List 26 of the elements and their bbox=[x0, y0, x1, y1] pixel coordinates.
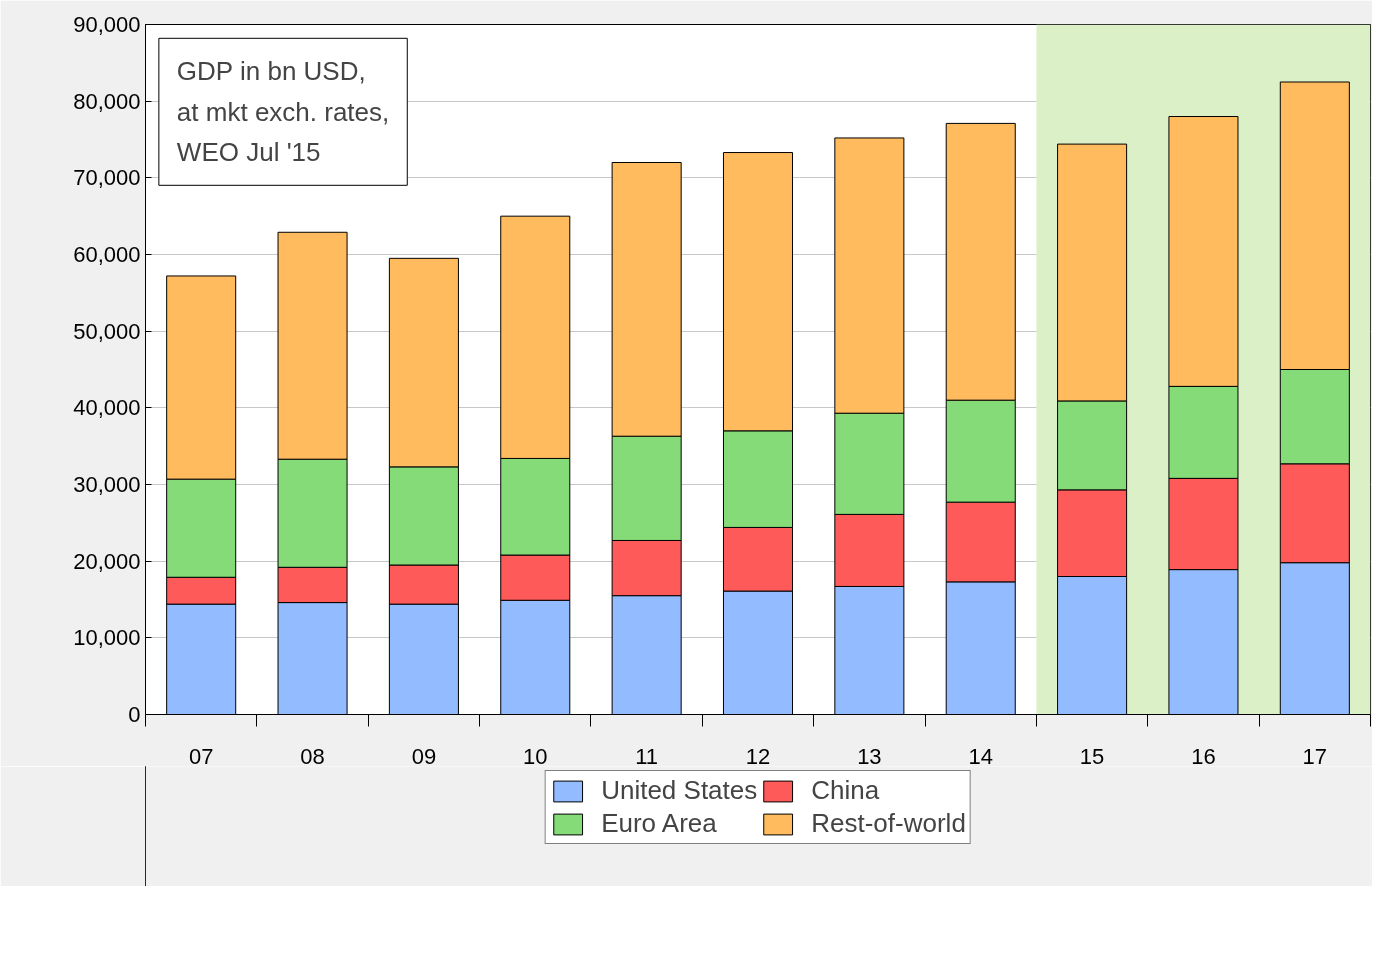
x-tick-label: 11 bbox=[635, 743, 659, 769]
legend-label: China bbox=[811, 775, 880, 806]
legend-label: Euro Area bbox=[601, 808, 717, 839]
x-tick-label: 10 bbox=[523, 743, 548, 769]
x-tick-label: 17 bbox=[1302, 743, 1328, 769]
x-tick-label: 08 bbox=[300, 743, 325, 769]
legend-label: United States bbox=[601, 775, 758, 806]
y-tick-label: 20,000 bbox=[73, 548, 141, 574]
legend-label: Rest-of-world bbox=[811, 808, 966, 839]
y-tick-label: 40,000 bbox=[73, 395, 141, 421]
x-tick-label: 16 bbox=[1191, 743, 1216, 769]
x-tick-label: 07 bbox=[188, 743, 214, 769]
x-tick-label: 12 bbox=[745, 743, 771, 769]
y-tick-label: 10,000 bbox=[73, 625, 141, 651]
x-tick-label: 15 bbox=[1079, 743, 1105, 769]
y-tick-label: 90,000 bbox=[73, 12, 141, 37]
y-tick-label: 30,000 bbox=[73, 472, 141, 497]
annotation: GDP in bn USD, at mkt exch. rates, WEO Jul '15 bbox=[176, 56, 390, 168]
y-tick-label: 50,000 bbox=[73, 318, 141, 344]
y-tick-label: 80,000 bbox=[73, 88, 141, 114]
x-tick-label: 09 bbox=[411, 743, 437, 769]
y-tick-label: 0 bbox=[128, 702, 141, 727]
x-tick-label: 13 bbox=[857, 743, 882, 769]
y-tick-label: 60,000 bbox=[73, 242, 141, 267]
x-tick-label: 14 bbox=[968, 743, 993, 769]
y-tick-label: 70,000 bbox=[73, 165, 141, 191]
